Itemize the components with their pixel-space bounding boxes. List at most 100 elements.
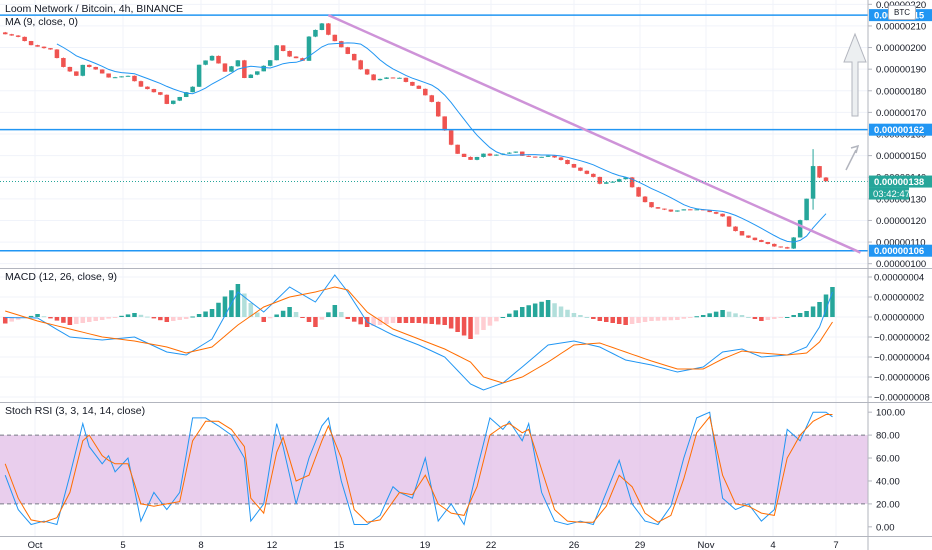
candle-body [364, 69, 370, 75]
macd-histogram-bar [390, 317, 396, 323]
macd-histogram-bar [28, 315, 34, 317]
candle-body [455, 144, 460, 154]
candle-body [125, 75, 131, 77]
candle-body [461, 153, 467, 157]
candle-body [358, 60, 363, 70]
macd-histogram-bar [565, 309, 570, 317]
currency-badge[interactable]: BTC [888, 5, 916, 20]
candle-body [558, 157, 564, 160]
candle-body [274, 45, 279, 61]
macd-histogram-bar [222, 296, 228, 317]
macd-histogram-bar [332, 305, 338, 317]
macd-histogram-bar [267, 317, 273, 319]
macd-histogram-bar [274, 314, 279, 317]
candle-body [9, 34, 14, 36]
candle-body [797, 220, 803, 238]
level-price-tag [869, 123, 932, 136]
candle-body [487, 153, 493, 156]
candle-body [267, 60, 273, 66]
candle-body [306, 36, 312, 61]
price-axis-label: 0.00000180 [876, 86, 926, 97]
macd-histogram-bar [797, 313, 803, 317]
macd-histogram-bar [513, 310, 519, 317]
macd-histogram-bar [80, 317, 86, 323]
time-axis-label: 8 [198, 540, 203, 550]
price-pane[interactable] [0, 13, 868, 254]
macd-histogram-bar [106, 317, 111, 319]
candle-body [164, 94, 170, 104]
candle-body [80, 64, 86, 76]
macd-histogram-bar [248, 303, 254, 317]
macd-histogram-bar [112, 317, 118, 318]
macd-histogram-bar [733, 313, 738, 317]
macd-histogram-bar [9, 317, 14, 322]
candle-body [332, 34, 338, 42]
candle-body [351, 53, 357, 61]
macd-histogram-bar [455, 317, 460, 332]
candle-body [48, 48, 53, 50]
candle-body [571, 164, 577, 168]
candle-body [190, 86, 195, 93]
candle-body [662, 208, 667, 210]
stoch-rsi-pane[interactable] [0, 411, 868, 526]
candle-body [584, 170, 590, 174]
candle-body [145, 86, 150, 90]
candle-body [235, 60, 241, 67]
macd-histogram-bar [403, 317, 409, 323]
candle-body [636, 187, 641, 197]
candle-body [345, 47, 351, 54]
candle-body [196, 64, 202, 87]
candle-body [578, 167, 583, 171]
macd-histogram-bar [804, 311, 809, 317]
macd-histogram-bar [713, 311, 719, 317]
macd-histogram-bar [636, 317, 641, 323]
macd-histogram-bar [99, 317, 105, 320]
candle-body [112, 77, 118, 79]
price-axis-label: 0.00000190 [876, 65, 926, 76]
macd-histogram-bar [784, 317, 790, 318]
candle-body [791, 237, 796, 249]
macd-histogram-bar [759, 317, 764, 321]
big-up-arrow-icon [843, 32, 867, 117]
candle-body [713, 212, 719, 214]
macd-histogram-bar [481, 317, 486, 330]
candle-body [765, 241, 771, 244]
time-axis-label: Nov [698, 540, 715, 550]
candle-body [397, 77, 402, 79]
macd-histogram-bar [584, 317, 590, 318]
macd-histogram-bar [261, 317, 267, 322]
trend-line [327, 13, 861, 254]
time-axis-label: 22 [486, 540, 497, 550]
macd-pane[interactable] [2, 274, 835, 391]
candle-body [655, 207, 661, 209]
macd-histogram-bar [384, 317, 389, 324]
macd-histogram-bar [397, 317, 402, 323]
candle-body [668, 209, 674, 212]
macd-histogram-bar [675, 317, 680, 320]
macd-histogram-bar [416, 317, 422, 323]
macd-histogram-bar [132, 313, 137, 317]
time-axis-label: 15 [334, 540, 345, 550]
current-price-label: 0.00000138 [874, 177, 924, 188]
candle-body [623, 177, 628, 180]
candle-body [565, 159, 570, 165]
macd-histogram-bar [616, 317, 622, 324]
stoch-axis-label: 0.00 [876, 522, 895, 533]
macd-histogram-bar [280, 310, 286, 317]
candle-body [41, 46, 47, 49]
macd-histogram-bar [603, 317, 609, 322]
macd-axis-label: 0.00000004 [874, 273, 924, 284]
macd-histogram-bar [772, 317, 777, 319]
macd-histogram-bar [435, 317, 441, 325]
macd-histogram-bar [461, 317, 467, 336]
macd-histogram-bar [552, 303, 557, 317]
candle-body [726, 216, 732, 227]
candle-body [823, 177, 829, 182]
signal-line [5, 286, 833, 384]
macd-histogram-bar [830, 287, 835, 317]
macd-histogram-bar [423, 317, 428, 324]
candle-body [280, 45, 286, 52]
candle-body [319, 23, 325, 30]
macd-histogram-bar [410, 317, 415, 323]
